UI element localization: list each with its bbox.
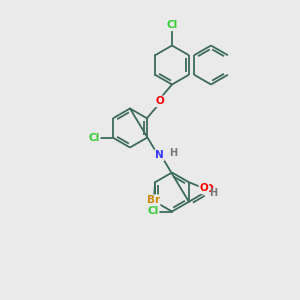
Text: H: H <box>209 188 217 198</box>
Text: Cl: Cl <box>167 20 178 29</box>
Text: O: O <box>200 183 208 193</box>
Text: Br: Br <box>147 195 160 205</box>
Text: O: O <box>155 96 164 106</box>
Text: Cl: Cl <box>147 206 159 217</box>
Text: N: N <box>155 150 164 160</box>
Text: Cl: Cl <box>88 133 100 143</box>
Text: H: H <box>169 148 178 158</box>
Text: O: O <box>205 184 213 194</box>
